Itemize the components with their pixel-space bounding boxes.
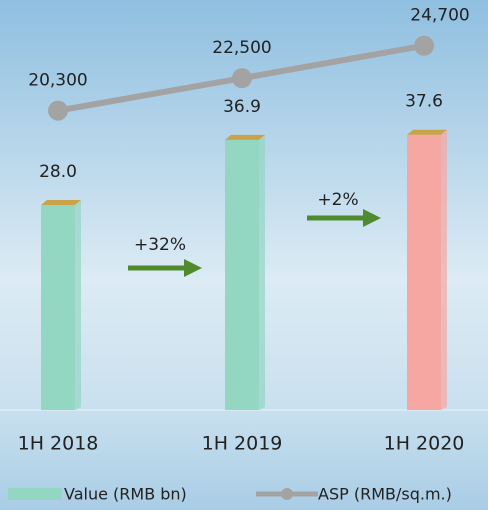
bar [225, 139, 259, 410]
arrow-shaft [128, 265, 186, 271]
legend-label: Value (RMB bn) [64, 485, 187, 504]
line-point [48, 100, 68, 121]
value-label: 36.9 [223, 97, 261, 117]
bar-side [441, 129, 447, 410]
x-tick-label: 1H 2019 [202, 433, 283, 455]
legend-swatch [281, 488, 293, 500]
value-label: 28.0 [39, 162, 77, 182]
legend-swatch [8, 488, 62, 500]
line-point [232, 68, 252, 89]
bar-side [259, 134, 265, 410]
legend-label: ASP (RMB/sq.m.) [318, 485, 452, 504]
bar [407, 134, 441, 410]
bar-side [75, 200, 81, 410]
bar [41, 205, 75, 410]
value-label: 24,700 [410, 6, 469, 26]
value-label: 20,300 [28, 71, 87, 91]
annotation: +2% [317, 190, 358, 210]
line-point [414, 35, 434, 56]
bar-top [225, 134, 265, 140]
value-label: 22,500 [212, 38, 271, 58]
x-tick-label: 1H 2018 [18, 433, 99, 455]
x-tick-label: 1H 2020 [384, 433, 465, 455]
arrow-shaft [307, 215, 365, 221]
bar-top [41, 200, 81, 205]
arrow-head [184, 259, 202, 277]
annotation: +32% [134, 235, 186, 255]
value-label: 37.6 [405, 92, 443, 112]
bar-top [407, 129, 447, 135]
arrow-head [363, 209, 381, 227]
